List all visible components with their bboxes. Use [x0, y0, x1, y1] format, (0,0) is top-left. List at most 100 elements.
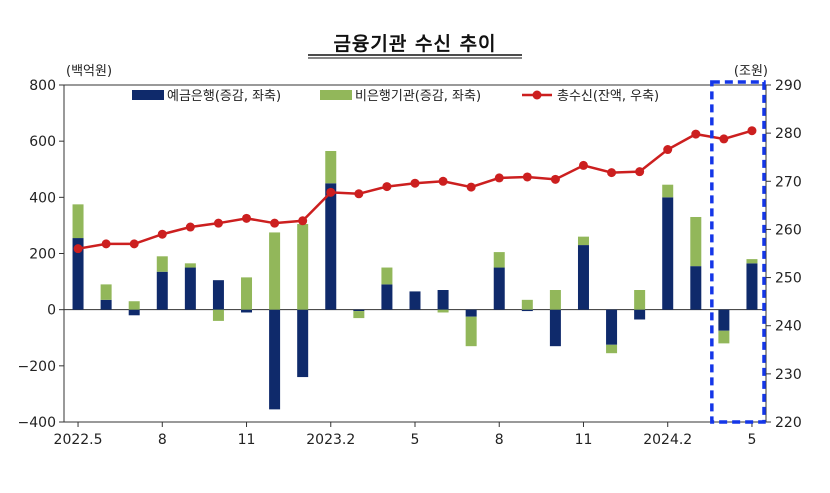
right-tick-label: 240 [775, 319, 802, 335]
bar-deposit-banks [297, 309, 309, 378]
bar-deposit-banks [493, 267, 505, 310]
line-point-total-deposits [354, 189, 364, 199]
legend: 예금은행(증감, 좌축) 비은행기관(증감, 좌축) 총수신(잔액, 우축) [132, 88, 659, 104]
line-point-total-deposits [185, 222, 195, 232]
left-tick-label: 0 [47, 303, 56, 319]
right-tick-label: 220 [775, 415, 802, 431]
bar-nonbank-institutions [241, 277, 253, 310]
bar-deposit-banks [269, 309, 281, 410]
bar-nonbank-institutions [353, 311, 365, 319]
bar-deposit-banks [521, 309, 533, 312]
bar-deposit-banks [437, 290, 449, 310]
line-point-total-deposits [326, 187, 336, 197]
legend-swatch-nonbanks [320, 90, 352, 100]
line-point-total-deposits [298, 216, 308, 226]
bar-deposit-banks [549, 309, 561, 347]
bar-deposit-banks [606, 309, 618, 345]
bar-deposit-banks [72, 238, 84, 310]
line-point-total-deposits [73, 244, 83, 254]
line-point-total-deposits [494, 173, 504, 183]
bar-nonbank-institutions [521, 299, 533, 310]
line-point-total-deposits [663, 145, 673, 155]
highlight-box [710, 80, 766, 424]
x-tick-label: 11 [575, 432, 593, 448]
legend-marker-total [532, 90, 542, 100]
x-tick-label: 2023.2 [306, 432, 355, 448]
bar-deposit-banks [325, 183, 337, 310]
bar-deposit-banks [128, 309, 140, 316]
left-tick-label: −200 [18, 359, 56, 375]
bar-nonbank-institutions [437, 309, 449, 313]
bar-deposit-banks [718, 309, 730, 331]
left-tick-label: 200 [29, 247, 56, 263]
bar-deposit-banks [156, 271, 168, 310]
legend-label-banks: 예금은행(증감, 좌축) [167, 88, 281, 104]
bar-deposit-banks [353, 309, 365, 312]
bar-nonbank-institutions [325, 150, 337, 184]
bar-nonbank-institutions [746, 259, 758, 264]
bar-nonbank-institutions [549, 290, 561, 310]
bar-nonbank-institutions [634, 290, 646, 310]
line-point-total-deposits [270, 218, 280, 228]
line-point-total-deposits [691, 129, 701, 139]
bar-nonbank-institutions [128, 301, 140, 310]
bar-nonbank-institutions [184, 263, 196, 268]
bar-deposit-banks [746, 263, 758, 310]
line-point-total-deposits [438, 176, 448, 186]
bar-nonbank-institutions [465, 316, 477, 347]
bar-nonbank-institutions [577, 236, 589, 246]
x-tick-label: 2022.5 [54, 432, 103, 448]
x-tick-label: 8 [158, 432, 167, 448]
bar-nonbank-institutions [212, 309, 224, 321]
x-tick-label: 11 [238, 432, 256, 448]
line-total-deposits [77, 129, 753, 250]
plot-frame [63, 84, 767, 423]
left-tick-label: −400 [18, 415, 56, 431]
right-axis-unit: (조원) [734, 64, 768, 79]
bar-deposit-banks [212, 280, 224, 310]
x-tick-label: 2024.2 [643, 432, 692, 448]
bar-nonbank-institutions [269, 232, 281, 310]
right-tick-label: 250 [775, 271, 802, 287]
bar-nonbank-institutions [606, 344, 618, 354]
bar-nonbank-institutions [381, 267, 393, 285]
x-tick-label: 8 [495, 432, 504, 448]
line-point-total-deposits [522, 172, 532, 182]
bar-deposit-banks [184, 267, 196, 310]
bar-nonbank-institutions [690, 216, 702, 267]
x-tick-label: 5 [411, 432, 420, 448]
line-point-total-deposits [410, 178, 420, 188]
bar-nonbank-institutions [100, 284, 112, 300]
bar-nonbank-institutions [718, 330, 730, 344]
line-point-total-deposits [466, 182, 476, 192]
legend-swatch-banks [132, 90, 164, 100]
line-point-total-deposits [242, 213, 252, 223]
right-tick-label: 260 [775, 222, 802, 238]
legend-label-total: 총수신(잔액, 우축) [557, 89, 659, 104]
x-tick-label: 5 [747, 432, 756, 448]
right-tick-label: 280 [775, 126, 802, 142]
left-tick-label: 400 [29, 190, 56, 206]
line-point-total-deposits [607, 168, 617, 178]
bar-deposit-banks [100, 299, 112, 310]
left-tick-label: 600 [29, 134, 56, 150]
bar-nonbank-institutions [156, 256, 168, 272]
chart-title: 금융기관 수신 추이 [333, 33, 496, 55]
left-tick-label: 800 [29, 78, 56, 94]
line-point-total-deposits [635, 167, 645, 177]
right-tick-label: 290 [775, 78, 802, 94]
left-axis-unit: (백억원) [66, 64, 112, 79]
legend-label-nonbanks: 비은행기관(증감, 좌축) [355, 88, 481, 104]
bar-deposit-banks [634, 309, 646, 320]
line-point-total-deposits [101, 239, 111, 249]
line-point-total-deposits [213, 218, 223, 228]
bar-nonbank-institutions [493, 252, 505, 268]
line-point-total-deposits [747, 126, 757, 136]
bar-nonbank-institutions [297, 224, 309, 310]
bar-nonbank-institutions [662, 184, 674, 198]
bar-nonbank-institutions [72, 204, 84, 239]
bar-deposit-banks [409, 291, 421, 310]
bar-deposit-banks [690, 266, 702, 310]
bar-deposit-banks [662, 197, 674, 310]
